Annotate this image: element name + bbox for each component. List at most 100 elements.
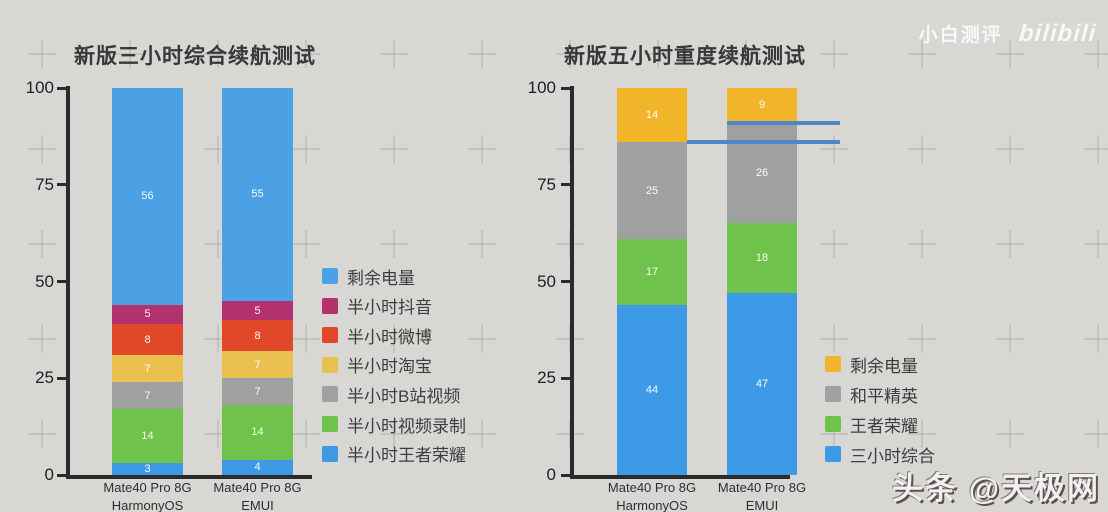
legend-label: 半小时B站视频	[347, 386, 461, 406]
y-tick-label: 25	[35, 368, 54, 388]
legend-swatch	[322, 445, 338, 462]
annotation-line	[687, 140, 840, 145]
legend-label: 和平精英	[850, 386, 918, 406]
bar-segment: 14	[112, 409, 183, 464]
bar-segment: 14	[222, 405, 293, 460]
legend-item: 半小时B站视频	[322, 382, 460, 406]
bar-segment: 25	[617, 142, 687, 239]
legend-swatch	[825, 446, 841, 462]
segment-value-label: 26	[755, 167, 769, 180]
category-label: Mate40 Pro 8G EMUI	[177, 479, 338, 512]
bar-segment: 7	[222, 378, 293, 406]
y-tick	[57, 86, 66, 90]
legend-swatch	[322, 356, 338, 373]
segment-value-label: 7	[144, 362, 151, 375]
y-axis	[570, 86, 574, 477]
bar-segment: 44	[617, 304, 687, 475]
category-label-line: Mate40 Pro 8G	[213, 480, 302, 495]
segment-value-label: 17	[645, 265, 659, 278]
x-axis	[570, 475, 790, 479]
legend-label: 王者荣耀	[850, 416, 918, 436]
category-label-line: EMUI	[745, 498, 779, 512]
legend-label: 剩余电量	[347, 268, 415, 288]
bar-segment: 7	[112, 355, 183, 383]
xiaobai-review-label: 小白测评	[918, 25, 1003, 46]
y-tick-label: 100	[25, 78, 54, 97]
y-axis	[66, 86, 70, 477]
bar-segment: 4	[222, 459, 293, 475]
category-label: Mate40 Pro 8G EMUI	[682, 479, 842, 512]
y-tick-label: 0	[44, 465, 54, 484]
y-tick-label: 75	[537, 174, 556, 194]
y-tick-label: 75	[35, 174, 54, 194]
segment-value-label: 18	[755, 252, 769, 265]
y-tick-label: 100	[527, 78, 556, 97]
bar-segment: 8	[222, 320, 293, 352]
segment-value-label: 7	[254, 358, 261, 371]
y-tick	[57, 376, 66, 380]
legend-swatch	[322, 297, 338, 314]
legend-swatch	[322, 327, 338, 344]
bar-segment: 18	[727, 223, 797, 294]
segment-value-label: 9	[758, 99, 766, 112]
segment-value-label: 47	[755, 378, 769, 391]
legend-swatch	[825, 386, 841, 402]
category-label-line: Mate40 Pro 8G	[607, 480, 697, 495]
legend-item: 王者荣耀	[825, 412, 918, 436]
y-tick-label: 50	[35, 271, 54, 291]
y-tick	[57, 183, 66, 187]
y-tick	[561, 86, 570, 90]
segment-value-label: 56	[141, 190, 154, 203]
segment-value-label: 14	[141, 430, 154, 443]
segment-value-label: 7	[254, 385, 261, 398]
x-axis	[66, 475, 312, 479]
segment-value-label: 7	[144, 389, 151, 402]
bar-segment: 3	[112, 463, 183, 475]
y-tick	[561, 376, 570, 380]
bar-segment: 14	[617, 88, 687, 143]
y-tick	[561, 473, 570, 477]
category-label: Mate40 Pro 8G HarmonyOS	[572, 479, 732, 512]
segment-value-label: 4	[254, 461, 261, 474]
legend-item: 半小时抖音	[322, 294, 432, 318]
y-tick	[57, 473, 66, 477]
watermark-top-right: 小白测评 bilibili	[918, 20, 1097, 48]
legend-label: 半小时淘宝	[347, 357, 432, 377]
y-tick	[57, 280, 66, 283]
segment-value-label: 44	[645, 383, 659, 396]
y-tick-label: 0	[546, 465, 556, 484]
legend-item: 半小时微博	[322, 323, 432, 347]
segment-value-label: 14	[645, 109, 659, 122]
chart-title-left: 新版三小时综合续航测试	[74, 45, 316, 68]
category-label-line: Mate40 Pro 8G	[103, 480, 192, 495]
bar-segment: 47	[727, 293, 797, 475]
segment-value-label: 8	[144, 333, 151, 346]
legend-label: 三小时综合	[850, 446, 935, 466]
legend-swatch	[322, 268, 338, 284]
y-tick	[561, 280, 570, 283]
chart-title-right: 新版五小时重度续航测试	[564, 45, 806, 68]
legend-swatch	[322, 416, 338, 432]
legend-item: 半小时王者荣耀	[322, 442, 466, 466]
legend-item: 和平精英	[825, 382, 918, 406]
legend-swatch	[825, 416, 841, 432]
bar-segment: 5	[222, 300, 293, 321]
bar-segment: 5	[112, 304, 183, 325]
segment-value-label: 14	[251, 426, 264, 439]
category-label-line: EMUI	[241, 498, 274, 512]
y-tick	[561, 183, 570, 187]
segment-value-label: 3	[144, 463, 151, 476]
legend-label: 半小时视频录制	[347, 416, 466, 436]
bilibili-logo: bilibili	[1017, 20, 1097, 47]
legend-item: 半小时视频录制	[322, 412, 466, 436]
legend-label: 半小时微博	[347, 327, 432, 347]
legend-item: 剩余电量	[825, 352, 918, 376]
category-label-line: HarmonyOS	[616, 498, 688, 512]
legend-label: 半小时王者荣耀	[347, 446, 466, 466]
bar-segment: 7	[112, 382, 183, 410]
bar-segment: 56	[112, 88, 183, 305]
watermark-toutiao-tianji: 头条 @天极网	[892, 471, 1100, 506]
